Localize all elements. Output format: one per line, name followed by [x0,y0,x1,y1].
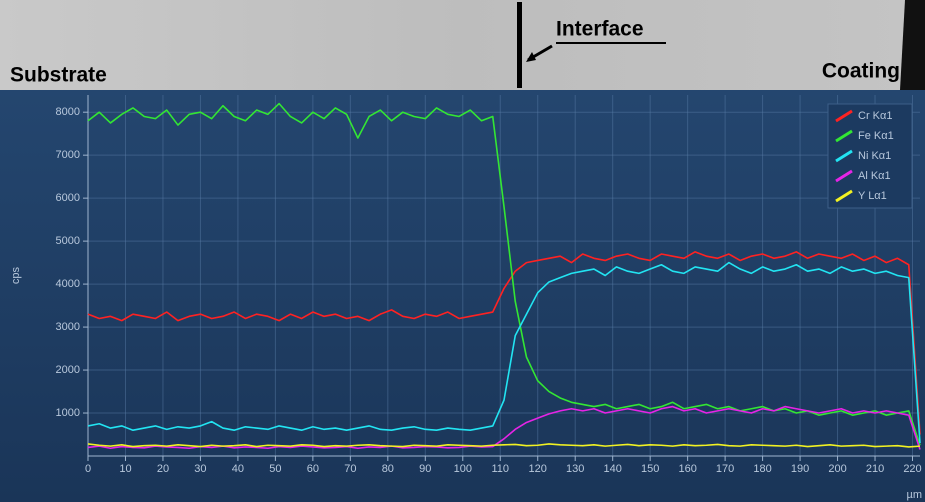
x-tick-label: 200 [828,463,846,475]
legend-swatch [835,109,853,123]
legend-label: Ni Kα1 [858,150,891,162]
y-tick-label: 1000 [56,407,80,419]
legend-label: Y Lα1 [858,190,887,202]
x-tick-label: 190 [791,463,809,475]
coating-label: Coating [822,60,900,83]
x-tick-label: 60 [307,463,319,475]
chart-background [0,90,925,502]
y-tick-label: 2000 [56,364,80,376]
x-tick-label: 0 [85,463,91,475]
coating-edge [900,0,925,90]
y-tick-label: 4000 [56,278,80,290]
legend-swatch [835,169,853,183]
interface-label: Interface [556,18,644,41]
x-axis-label: µm [906,489,922,501]
x-tick-label: 220 [903,463,921,475]
legend-label: Fe Kα1 [858,130,894,142]
data-line [87,443,921,448]
y-tick-label: 5000 [56,235,80,247]
legend-label: Al Kα1 [858,170,891,182]
x-tick-label: 20 [157,463,169,475]
data-line [87,261,921,444]
micrograph [0,0,925,90]
y-tick-label: 8000 [56,106,80,118]
interface-line [517,2,522,88]
x-tick-label: 100 [454,463,472,475]
x-tick-label: 80 [382,463,394,475]
x-tick-label: 140 [604,463,622,475]
legend-swatch [835,149,853,163]
x-tick-label: 160 [678,463,696,475]
x-tick-label: 210 [866,463,884,475]
y-tick-label: 7000 [56,149,80,161]
data-line [87,251,921,435]
x-tick-label: 130 [566,463,584,475]
x-tick-label: 30 [194,463,206,475]
x-tick-label: 70 [344,463,356,475]
x-tick-label: 40 [232,463,244,475]
x-tick-label: 110 [491,463,509,475]
x-tick-label: 180 [753,463,771,475]
x-tick-label: 10 [119,463,131,475]
y-axis-label: cps [10,266,22,284]
legend-swatch [835,129,853,143]
x-tick-label: 120 [529,463,547,475]
x-tick-label: 50 [269,463,281,475]
y-tick-label: 3000 [56,321,80,333]
x-tick-label: 170 [716,463,734,475]
x-tick-label: 150 [641,463,659,475]
axes: 1000 2000 3000 4000 5000 6000 7000 8000 0 10 20 30 4… [10,95,922,501]
substrate-label: Substrate [10,64,107,87]
x-tick-label: 90 [419,463,431,475]
data-line [87,102,921,446]
y-tick-label: 6000 [56,192,80,204]
legend-label: Cr Kα1 [858,110,892,122]
arrow-head [526,52,536,62]
legend-swatch [835,189,853,203]
